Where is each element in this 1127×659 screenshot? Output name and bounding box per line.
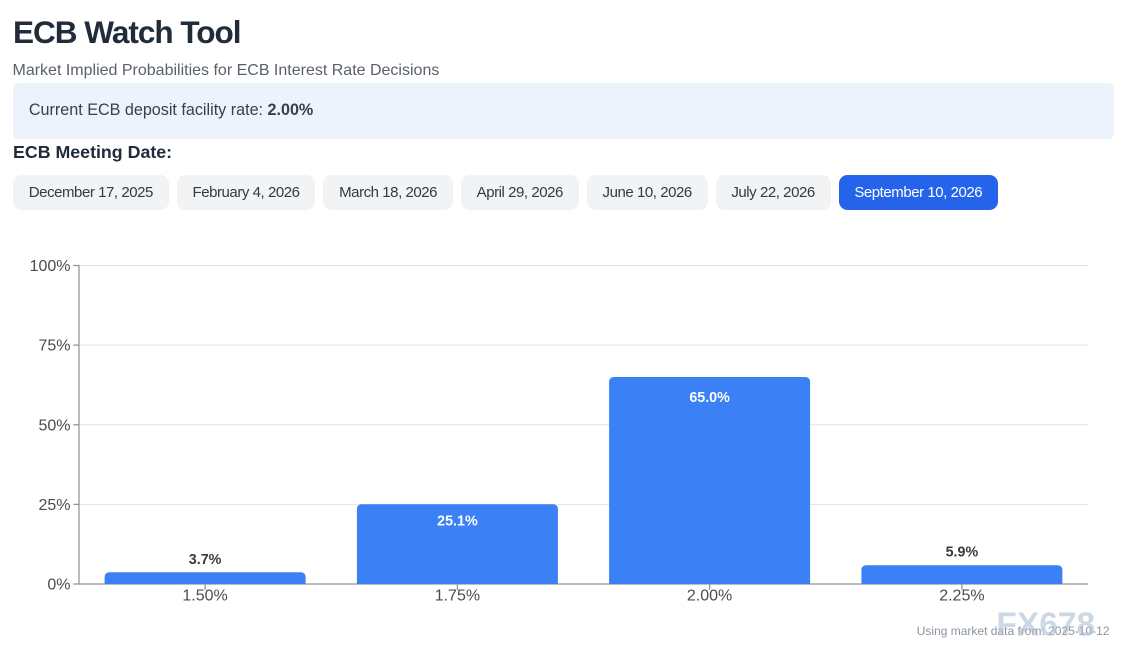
svg-text:75%: 75% [38, 338, 70, 355]
svg-text:3.7%: 3.7% [189, 552, 222, 568]
svg-text:1.75%: 1.75% [435, 588, 480, 605]
svg-text:25%: 25% [38, 497, 70, 514]
svg-text:25.1%: 25.1% [437, 514, 478, 530]
svg-text:65.0%: 65.0% [689, 390, 730, 406]
svg-text:5.9%: 5.9% [946, 545, 979, 561]
svg-text:FX678: FX678 [996, 606, 1095, 643]
svg-text:1.50%: 1.50% [182, 588, 227, 605]
svg-text:Using market data from: 2025-1: Using market data from: 2025-10-12 [917, 624, 1110, 638]
svg-text:50%: 50% [38, 417, 70, 434]
svg-text:2.00%: 2.00% [687, 588, 732, 605]
svg-text:0%: 0% [47, 577, 70, 594]
svg-text:100%: 100% [30, 258, 71, 275]
svg-text:2.25%: 2.25% [939, 588, 984, 605]
